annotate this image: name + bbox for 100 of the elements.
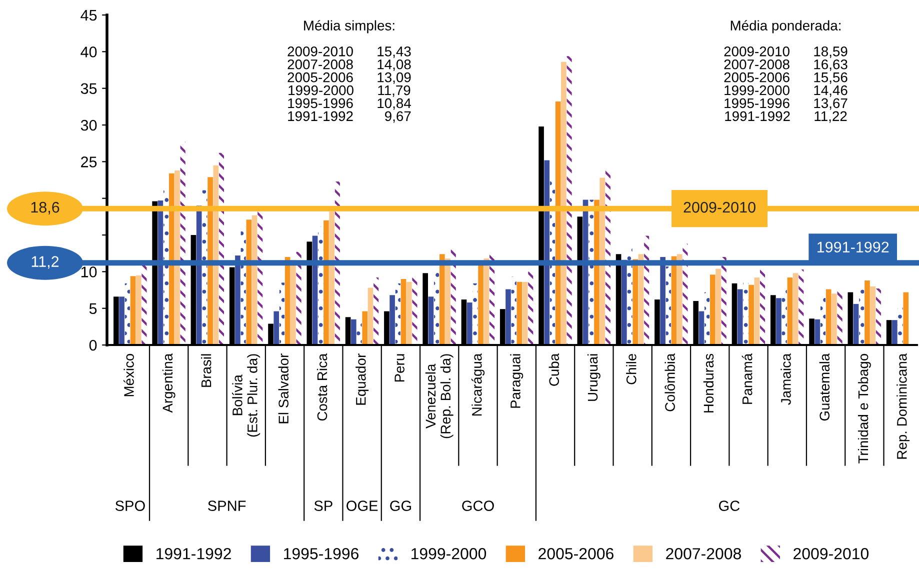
bar <box>406 282 412 345</box>
bar <box>208 177 213 345</box>
y-tick-label: 40 <box>80 46 97 58</box>
bar <box>898 308 903 345</box>
ref-line-label: 11,2 <box>32 256 59 269</box>
bar <box>760 268 766 345</box>
bar <box>826 289 832 345</box>
x-tick-label: Costa Rica <box>316 353 328 421</box>
x-tick-label: Argentina <box>162 353 176 413</box>
bar <box>600 178 605 345</box>
bar <box>506 289 511 345</box>
bar <box>594 200 600 345</box>
bar <box>445 258 450 345</box>
x-tick-label: Equador <box>356 354 369 405</box>
y-tick-label: 0 <box>89 340 97 351</box>
bar <box>798 269 804 345</box>
legend-label: 1991-1992 <box>156 548 231 560</box>
bar <box>350 319 356 345</box>
bar <box>876 288 881 345</box>
bar <box>682 244 688 345</box>
x-tick-label: Paraguai <box>510 354 524 408</box>
annotation: 1991-1992 <box>817 242 889 253</box>
bar <box>142 264 147 345</box>
legend-label: 1995-1996 <box>284 548 358 560</box>
bar <box>743 282 748 345</box>
bar <box>478 264 484 345</box>
bar <box>903 292 909 345</box>
bar <box>666 266 671 345</box>
bar <box>466 302 472 345</box>
bar <box>528 272 534 345</box>
text: GCO <box>462 500 494 511</box>
bar <box>450 250 456 345</box>
bar <box>516 282 522 345</box>
bar <box>472 283 478 345</box>
x-tick-label: Chile <box>626 354 636 384</box>
bar <box>124 283 130 345</box>
bar <box>748 284 754 345</box>
bar <box>324 220 329 345</box>
bar <box>362 311 368 345</box>
x-tick-label: Jamaica <box>780 353 791 405</box>
bar <box>566 56 572 345</box>
x-tick-label: El Salvador <box>278 354 288 424</box>
bar <box>400 279 406 345</box>
bar <box>168 173 174 345</box>
bar <box>439 254 445 345</box>
bar <box>174 170 180 345</box>
bar <box>428 296 434 345</box>
x-tick-label: Cuba <box>548 353 560 386</box>
x-tick-label: Bolívia (Est. Plur. da) <box>232 354 260 437</box>
annotation: Média simples: 2009-2010 15,43 2007-2008 14,08 2005-2006 13,09 1999-2000 11,79 1995-1996 10,84 1991-1992 9,67 <box>288 20 411 123</box>
bar <box>588 200 594 345</box>
x-tick-label: Peru <box>394 354 404 382</box>
bar <box>644 236 650 345</box>
bar <box>605 170 610 345</box>
bar <box>484 258 490 345</box>
bar <box>164 190 169 345</box>
text: OGE <box>346 500 378 511</box>
text: SP <box>314 500 332 511</box>
x-tick-label: Brasil <box>201 354 212 387</box>
y-tick-label: 30 <box>80 120 97 131</box>
bar <box>792 273 798 345</box>
annotation: 2009-2010 <box>684 202 756 213</box>
y-tick-label: 5 <box>89 303 97 314</box>
bar <box>721 257 726 345</box>
x-tick-label: Panamá <box>742 353 752 404</box>
annotation: Média ponderada: 2009-2010 18,59 2007-2008 16,63 2005-2006 15,56 1999-2000 14,46 1995-1996 13,67 1991-1992 11,22 <box>724 20 848 123</box>
bar <box>240 226 246 345</box>
bar <box>698 311 704 345</box>
text: GC <box>718 500 740 511</box>
bar <box>390 295 395 345</box>
bar <box>136 275 142 345</box>
x-tick-label: Uruguai <box>587 354 600 401</box>
y-tick-label: 45 <box>80 10 97 21</box>
bar <box>660 257 666 345</box>
y-tick-label: 35 <box>80 83 97 94</box>
bar <box>853 304 859 345</box>
x-tick-label: México <box>124 354 134 396</box>
legend-label: 2005-2006 <box>538 548 614 560</box>
bar <box>119 296 124 345</box>
ref-line-label: 18,6 <box>31 202 60 215</box>
bar <box>782 289 787 345</box>
bar <box>814 319 820 345</box>
bar <box>202 190 208 345</box>
bar <box>870 286 876 345</box>
bar <box>710 274 716 345</box>
bar <box>511 276 516 345</box>
bar <box>318 226 324 345</box>
x-tick-label: Honduras <box>703 354 714 412</box>
text: GG <box>390 500 411 511</box>
bar <box>832 294 837 345</box>
bar <box>434 272 440 345</box>
bar <box>544 160 550 345</box>
bar <box>676 254 682 345</box>
bar <box>489 252 495 345</box>
x-tick-label: Trinidad e Tobago <box>858 354 871 464</box>
bar <box>368 288 374 345</box>
x-tick-label: Rep. Dominicana <box>896 353 910 459</box>
text: SPNF <box>208 500 246 511</box>
bar <box>213 165 219 345</box>
bar <box>412 278 418 345</box>
